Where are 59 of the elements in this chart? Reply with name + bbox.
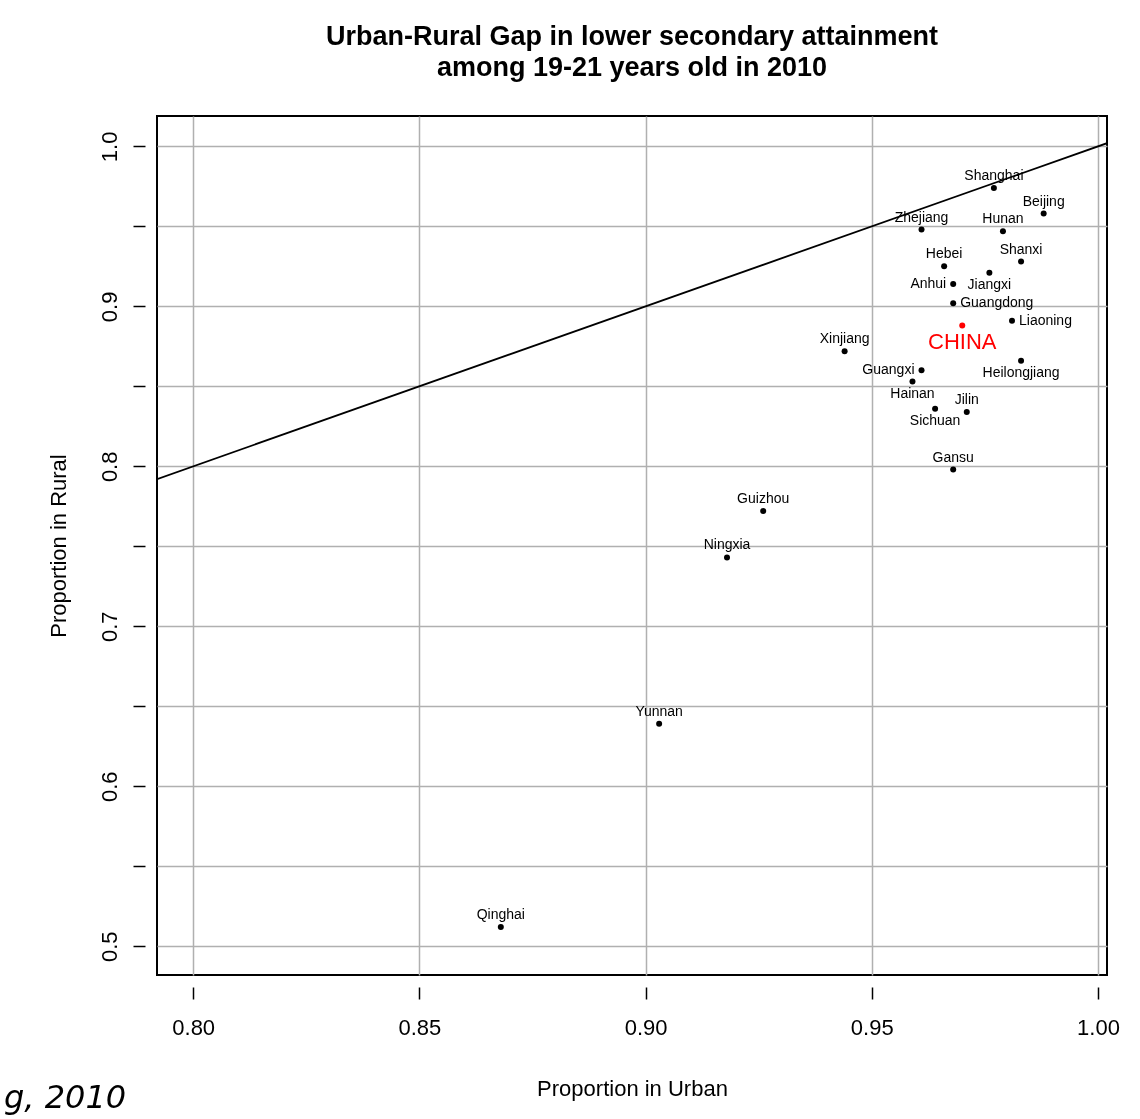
data-label: Yunnan — [635, 702, 683, 719]
x-axis-title: Proportion in Urban — [537, 1075, 728, 1101]
data-label: CHINA — [928, 328, 997, 354]
point — [999, 228, 1006, 235]
data-label: Heilongjiang — [982, 363, 1060, 380]
x-tick-label: 0.95 — [850, 1014, 894, 1040]
point — [656, 720, 663, 727]
data-label: Hunan — [982, 210, 1024, 227]
text: Urban-Rural Gap in lower secondary attainment — [325, 21, 939, 51]
data-label: Sichuan — [909, 411, 961, 428]
data-label: Hainan — [890, 384, 935, 401]
point — [986, 269, 993, 276]
point — [950, 466, 957, 473]
point — [918, 367, 925, 374]
x-tick-label: 0.90 — [624, 1014, 668, 1040]
data-label: Jiangxi — [967, 275, 1012, 292]
x-tick-label: 1.00 — [1077, 1014, 1120, 1040]
x-tick-label: 0.85 — [398, 1014, 442, 1040]
data-label: Qinghai — [476, 906, 525, 923]
point — [963, 408, 970, 415]
data-label: Hebei — [925, 245, 963, 262]
point — [1018, 357, 1025, 364]
data-label: Guizhou — [737, 490, 790, 507]
y-axis-title: Proportion in Rural — [45, 454, 71, 638]
point — [950, 300, 957, 307]
point — [841, 348, 848, 355]
point — [909, 378, 916, 385]
point — [990, 184, 997, 191]
point — [959, 322, 966, 329]
point — [1018, 258, 1025, 265]
y-tick-label: 0.8 — [96, 451, 122, 483]
data-label: Xinjiang — [819, 330, 870, 347]
text: g, 2010 — [4, 1078, 127, 1116]
point — [1009, 317, 1015, 324]
data-label: Shanxi — [999, 240, 1043, 257]
data-label: Beijing — [1022, 192, 1065, 209]
data-label: Guangdong — [960, 294, 1034, 311]
data-label: Ningxia — [703, 536, 751, 553]
point — [918, 226, 925, 233]
point — [1040, 210, 1047, 217]
data-label: Liaoning — [1019, 311, 1072, 328]
data-label: Jilin — [954, 390, 979, 407]
y-tick-label: 1.0 — [96, 131, 122, 163]
point — [724, 554, 730, 561]
point — [941, 263, 948, 270]
y-tick-label: 0.6 — [96, 771, 122, 803]
y-tick-label: 0.5 — [96, 931, 122, 962]
data-label: Guangxi — [862, 361, 915, 378]
data-label: Anhui — [910, 274, 947, 291]
data-label: Zhejiang — [894, 208, 949, 225]
point — [497, 924, 504, 931]
data-label: Gansu — [932, 448, 974, 465]
y-tick-label: 0.9 — [96, 291, 122, 323]
point — [760, 508, 767, 515]
y-tick-label: 0.7 — [96, 611, 122, 643]
x-tick-label: 0.80 — [172, 1014, 216, 1040]
point — [932, 405, 939, 412]
point — [950, 280, 957, 287]
text: among 19-21 years old in 2010 — [436, 52, 828, 82]
